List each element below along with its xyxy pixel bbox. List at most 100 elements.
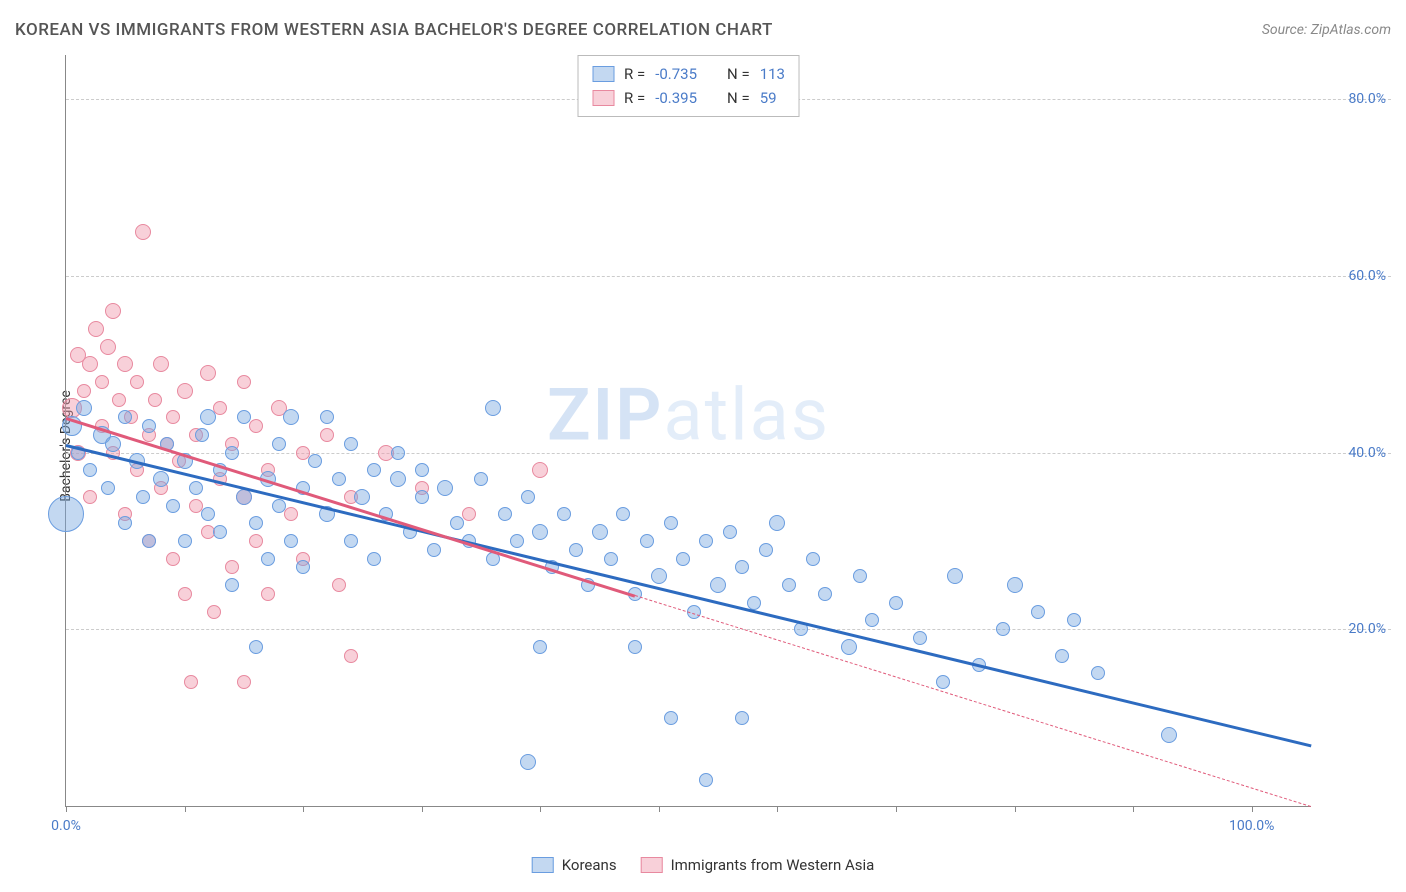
point-western-asia [148,393,162,407]
point-western-asia [88,321,104,337]
watermark-zip: ZIP [547,373,663,458]
point-koreans [947,568,963,584]
chart-title: KOREAN VS IMMIGRANTS FROM WESTERN ASIA B… [15,20,773,40]
point-western-asia [237,675,251,689]
x-tick [896,806,897,812]
legend: Koreans Immigrants from Western Asia [532,856,875,874]
point-koreans [344,437,358,451]
watermark: ZIPatlas [547,373,830,458]
point-western-asia [112,393,126,407]
point-koreans [272,499,286,513]
point-western-asia [130,375,144,389]
point-koreans [853,569,867,583]
point-koreans [592,524,608,540]
swatch-koreans [532,857,554,873]
x-tick [1133,806,1134,812]
watermark-atlas: atlas [663,373,830,458]
point-koreans [664,711,678,725]
point-koreans [498,507,512,521]
point-koreans [118,410,132,424]
point-koreans [664,516,678,530]
point-koreans [735,711,749,725]
swatch-western-asia [641,857,663,873]
point-koreans [782,578,796,592]
y-tick-label: 40.0% [1348,445,1386,461]
point-koreans [189,481,203,495]
point-koreans [1031,605,1045,619]
point-koreans [272,437,286,451]
point-western-asia [83,490,97,504]
point-koreans [249,640,263,654]
point-western-asia [166,410,180,424]
point-koreans [889,596,903,610]
point-western-asia [95,375,109,389]
point-koreans [195,428,209,442]
point-western-asia [320,428,334,442]
point-koreans [118,516,132,530]
point-western-asia [117,356,133,372]
point-koreans [308,454,322,468]
point-western-asia [135,224,151,240]
x-tick [1015,806,1016,812]
point-koreans [699,534,713,548]
legend-item-western-asia: Immigrants from Western Asia [641,856,875,874]
point-koreans [913,631,927,645]
point-koreans [818,587,832,601]
point-koreans [283,409,299,425]
point-koreans [521,490,535,504]
point-western-asia [153,356,169,372]
stats-r-label: R = [624,62,645,86]
x-tick [422,806,423,812]
stats-n-value: 59 [760,86,777,110]
point-koreans [200,409,216,425]
point-koreans [391,446,405,460]
point-koreans [485,400,501,416]
point-koreans [520,754,536,770]
point-koreans [153,471,169,487]
point-koreans [427,543,441,557]
point-koreans [332,472,346,486]
point-koreans [616,507,630,521]
gridline [66,276,1391,277]
point-western-asia [207,605,221,619]
stats-r-value: -0.395 [655,86,697,110]
y-tick-label: 80.0% [1348,91,1386,107]
point-western-asia [261,587,275,601]
point-koreans [201,507,215,521]
point-koreans [166,499,180,513]
point-koreans [759,543,773,557]
point-koreans [996,622,1010,636]
point-western-asia [82,356,98,372]
point-koreans [865,613,879,627]
point-koreans [390,471,406,487]
point-koreans [640,534,654,548]
point-western-asia [532,462,548,478]
point-koreans [474,472,488,486]
point-koreans [841,639,857,655]
point-western-asia [100,339,116,355]
point-koreans [105,436,121,452]
point-western-asia [462,507,476,521]
point-western-asia [249,534,263,548]
point-koreans [320,410,334,424]
point-koreans [676,552,690,566]
point-koreans [735,560,749,574]
point-koreans [236,489,252,505]
point-koreans [296,560,310,574]
point-koreans [437,480,453,496]
trendline-western-asia-dashed [635,595,1311,807]
chart-area: Bachelor's Degree ZIPatlas R =-0.735N =1… [50,55,1391,837]
point-koreans [628,640,642,654]
x-tick [303,806,304,812]
legend-label-western-asia: Immigrants from Western Asia [671,856,875,874]
stats-n-label: N = [727,86,750,110]
point-koreans [261,552,275,566]
point-koreans [142,419,156,433]
point-koreans [1161,727,1177,743]
point-koreans [101,481,115,495]
point-western-asia [166,552,180,566]
point-koreans [415,463,429,477]
stats-swatch [592,66,614,82]
point-western-asia [284,507,298,521]
point-koreans [136,490,150,504]
